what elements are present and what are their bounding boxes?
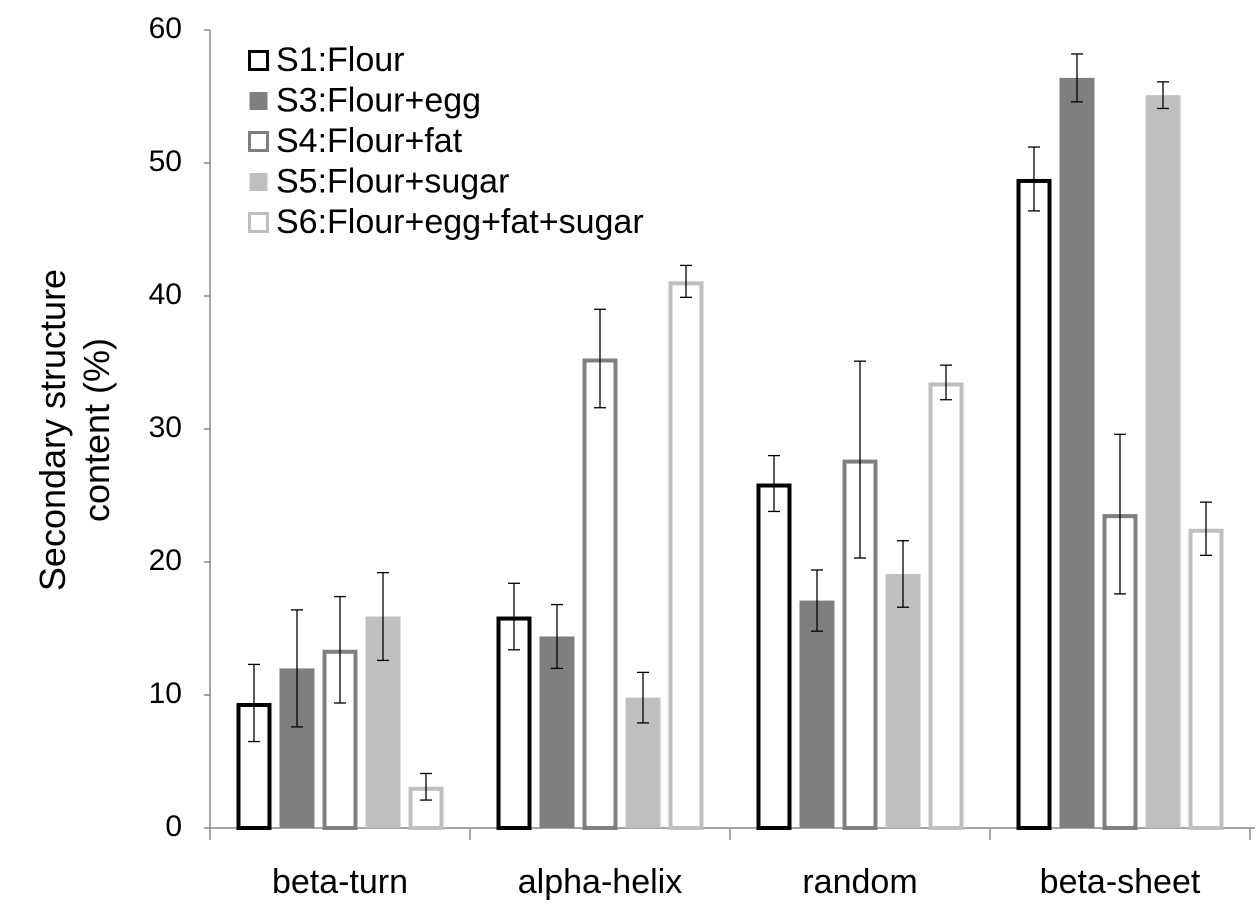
error-bar	[594, 308, 606, 409]
y-tick-label: 0	[165, 810, 182, 843]
legend-label: S6:Flour+egg+fat+sugar	[276, 203, 644, 241]
bar	[799, 600, 835, 828]
bar	[885, 573, 921, 828]
legend-swatch	[249, 173, 268, 191]
bar	[236, 702, 272, 830]
y-tick-label: 20	[149, 544, 182, 577]
x-tick-label: beta-turn	[272, 863, 408, 901]
bar	[582, 358, 618, 830]
legend-label: S5:Flour+sugar	[276, 162, 509, 200]
legend-swatch	[248, 131, 269, 152]
legend-swatch	[248, 212, 269, 233]
error-bar	[768, 454, 780, 513]
x-tick-label: beta-sheet	[1040, 863, 1201, 901]
error-bar	[1028, 146, 1040, 212]
legend-label: S4:Flour+fat	[276, 122, 463, 160]
bar	[756, 483, 792, 830]
error-bar	[377, 571, 389, 662]
bar	[1145, 95, 1181, 829]
error-bar	[940, 364, 952, 401]
y-tick-label: 50	[149, 145, 182, 178]
bar	[668, 281, 704, 830]
y-tick-label: 40	[149, 278, 182, 311]
x-tick-label: alpha-helix	[518, 863, 682, 901]
legend-label: S3:Flour+egg	[276, 81, 481, 119]
error-bar	[334, 595, 346, 704]
error-bar	[637, 671, 649, 724]
error-bar	[897, 540, 909, 608]
y-tick-label: 30	[149, 411, 182, 444]
y-tick-label: 10	[149, 677, 182, 710]
legend-label: S1:Flour	[276, 41, 405, 79]
error-bar	[854, 360, 866, 559]
error-bar	[1114, 433, 1126, 595]
error-bar	[420, 772, 432, 801]
y-axis-title: Secondary structure content (%)	[32, 268, 117, 592]
error-bar	[551, 603, 563, 670]
error-bar	[680, 264, 692, 298]
error-bar	[811, 569, 823, 632]
error-bar	[1200, 501, 1212, 556]
y-tick-label: 60	[149, 12, 182, 45]
bar	[928, 382, 964, 830]
error-bar	[1157, 81, 1169, 110]
bar	[1188, 528, 1224, 830]
error-bar	[508, 582, 520, 651]
error-bar	[1071, 53, 1083, 103]
bar	[1016, 178, 1052, 830]
error-bar	[291, 609, 303, 728]
error-bar	[248, 663, 260, 743]
x-tick-label: random	[802, 863, 917, 901]
legend-swatch	[248, 50, 269, 71]
bar	[1059, 77, 1095, 828]
bar	[1102, 514, 1138, 830]
legend-swatch	[249, 92, 268, 110]
